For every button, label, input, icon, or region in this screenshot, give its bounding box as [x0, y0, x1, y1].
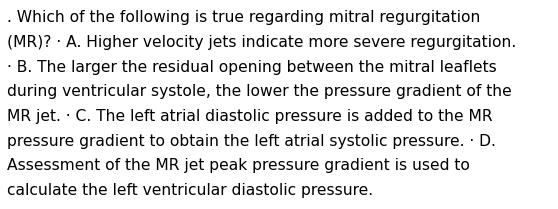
Text: · B. The larger the residual opening between the mitral leaflets: · B. The larger the residual opening bet…: [7, 60, 497, 75]
Text: (MR)? · A. Higher velocity jets indicate more severe regurgitation.: (MR)? · A. Higher velocity jets indicate…: [7, 35, 517, 50]
Text: . Which of the following is true regarding mitral regurgitation: . Which of the following is true regardi…: [7, 10, 480, 25]
Text: pressure gradient to obtain the left atrial systolic pressure. · D.: pressure gradient to obtain the left atr…: [7, 134, 496, 149]
Text: MR jet. · C. The left atrial diastolic pressure is added to the MR: MR jet. · C. The left atrial diastolic p…: [7, 109, 493, 124]
Text: Assessment of the MR jet peak pressure gradient is used to: Assessment of the MR jet peak pressure g…: [7, 158, 470, 173]
Text: during ventricular systole, the lower the pressure gradient of the: during ventricular systole, the lower th…: [7, 84, 512, 99]
Text: calculate the left ventricular diastolic pressure.: calculate the left ventricular diastolic…: [7, 183, 373, 198]
